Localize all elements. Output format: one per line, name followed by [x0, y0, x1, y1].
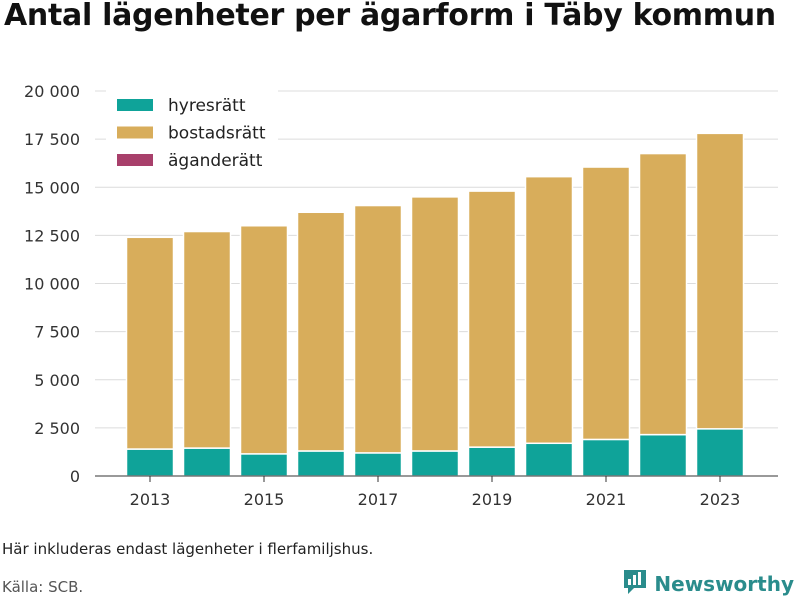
y-tick-label: 17 500: [24, 130, 80, 149]
bar-segment: [182, 230, 232, 449]
bar-segment: [695, 428, 745, 477]
bar-segment: [581, 166, 631, 441]
bar-segment: [410, 450, 460, 477]
bar-segment: [638, 152, 688, 436]
bar-segment: [239, 225, 289, 455]
bar-segment: [524, 442, 574, 477]
y-tick-label: 0: [70, 467, 80, 486]
brand-logo[interactable]: Newsworthy: [622, 568, 794, 600]
y-tick-label: 20 000: [24, 82, 80, 101]
bar-segment: [410, 196, 460, 452]
x-tick-label: 2015: [244, 490, 285, 509]
newsworthy-logo-icon: [622, 568, 648, 600]
x-tick-label: 2017: [358, 490, 399, 509]
bar-segment: [125, 236, 175, 450]
y-tick-label: 10 000: [24, 275, 80, 294]
bar-segment: [239, 453, 289, 477]
x-tick-label: 2021: [586, 490, 627, 509]
legend-label: hyresrätt: [168, 96, 246, 116]
bar-segment: [296, 211, 346, 452]
y-axis-tick-labels: 0 2 500 5 000 7 500 10 000 12 500 15 000 17 500…: [24, 82, 80, 486]
bar-segment: [695, 132, 745, 430]
bar-segment: [353, 204, 403, 454]
y-tick-label: 15 000: [24, 178, 80, 197]
y-tick-label: 7 500: [34, 323, 80, 342]
bars: [125, 132, 745, 477]
legend-label: äganderätt: [168, 151, 263, 171]
x-tick-label: 2013: [130, 490, 171, 509]
legend-swatch: [117, 154, 153, 166]
y-tick-label: 2 500: [34, 419, 80, 438]
bar-segment: [353, 452, 403, 477]
y-tick-label: 5 000: [34, 371, 80, 390]
bar-segment: [524, 175, 574, 445]
bar-segment: [467, 190, 517, 448]
bar-segment: [467, 446, 517, 477]
bar-segment: [581, 438, 631, 477]
x-tick-label: 2023: [700, 490, 741, 509]
stacked-bar-chart: 0 2 500 5 000 7 500 10 000 12 500 15 000 17 500…: [24, 82, 778, 509]
bar-segment: [182, 447, 232, 477]
legend: hyresrätt bostadsrätt äganderätt: [106, 88, 278, 176]
x-tick-label: 2019: [472, 490, 513, 509]
bar-segment: [638, 433, 688, 477]
bar-segment: [125, 448, 175, 477]
legend-swatch: [117, 99, 153, 111]
y-tick-label: 12 500: [24, 226, 80, 245]
legend-label: bostadsrätt: [168, 124, 266, 144]
brand-name: Newsworthy: [654, 572, 794, 596]
chart-title: Antal lägenheter per ägarform i Täby kom…: [4, 0, 776, 33]
source-note: Källa: SCB.: [2, 578, 84, 596]
footnote: Här inkluderas endast lägenheter i flerf…: [2, 540, 374, 558]
legend-swatch: [117, 126, 153, 139]
bar-segment: [296, 450, 346, 477]
x-axis: 2013 2015 2017 2019 2021 2023: [95, 475, 778, 509]
